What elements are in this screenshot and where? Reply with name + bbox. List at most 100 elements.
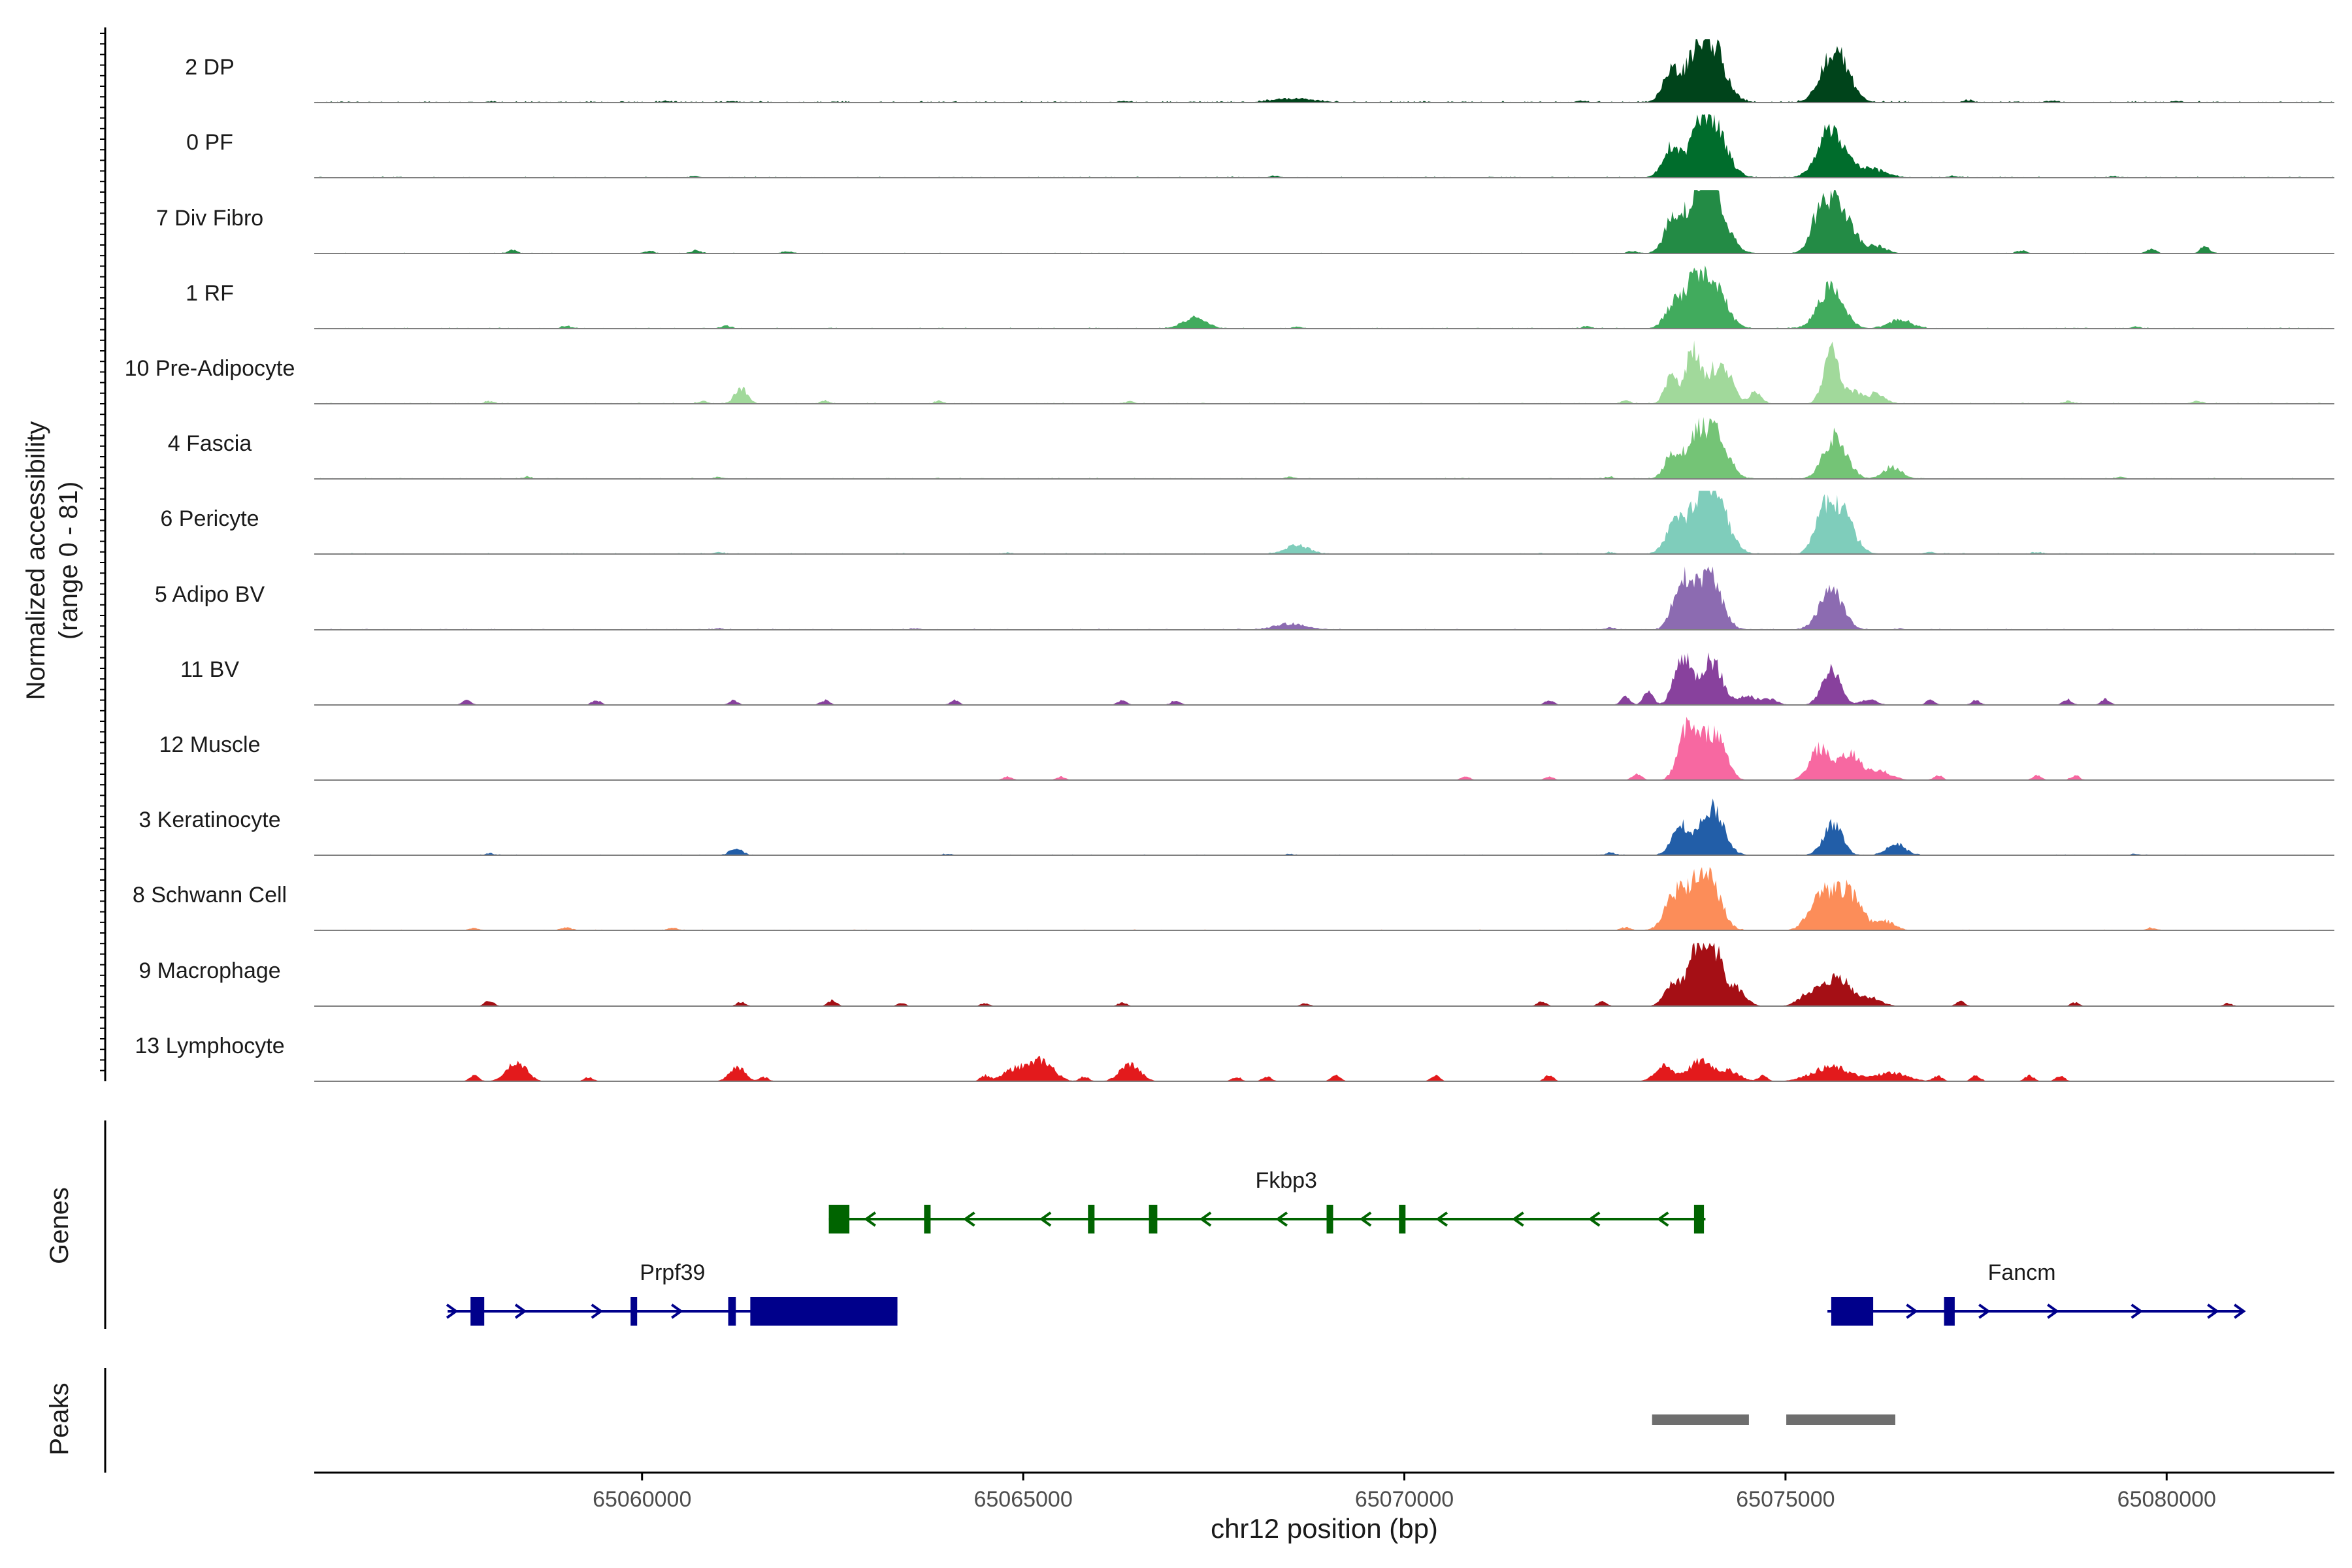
x-tick-label: 65060000 — [593, 1487, 691, 1512]
track-13-lymphocyte: 13 Lymphocyte — [135, 1034, 2334, 1082]
track-area-0-pf — [314, 114, 2334, 178]
x-axis-ticks: 65060000 65065000 65070000 65075000 65080000 — [593, 1473, 2216, 1512]
track-label: 0 PF — [186, 130, 233, 155]
exon — [630, 1297, 638, 1326]
x-tick-label: 65080000 — [2117, 1487, 2216, 1512]
track-area-13-lymphocyte — [314, 1056, 2334, 1081]
track-label: 12 Muscle — [159, 732, 261, 757]
gene-label: Prpf39 — [640, 1260, 705, 1285]
track-12-muscle: 12 Muscle — [159, 717, 2334, 781]
exon — [1149, 1205, 1158, 1233]
track-area-12-muscle — [314, 717, 2334, 780]
x-tick-label: 65075000 — [1736, 1487, 1835, 1512]
track-2-dp: 2 DP — [185, 39, 2334, 103]
exon — [470, 1297, 485, 1326]
strand-arrow — [1039, 1211, 1052, 1227]
strand-arrow — [1656, 1211, 1669, 1227]
strand-arrow — [2047, 1303, 2059, 1319]
track-label: 1 RF — [186, 281, 234, 306]
track-label: 4 Fascia — [168, 431, 252, 456]
coverage-tracks: 2 DP 0 PF 7 Div Fibro 1 RF 10 Pre-Adipocyte 4… — [125, 39, 2334, 1082]
strand-arrow — [1359, 1211, 1372, 1227]
exon — [1831, 1297, 1874, 1326]
track-area-1-rf — [314, 265, 2334, 329]
strand-arrow — [963, 1211, 975, 1227]
track-7-div-fibro: 7 Div Fibro — [156, 190, 2334, 254]
strand-arrow — [671, 1303, 683, 1319]
track-area-10-pre-adipocyte — [314, 340, 2334, 404]
track-4-fascia: 4 Fascia — [168, 417, 2334, 480]
track-10-pre-adipocyte: 10 Pre-Adipocyte — [125, 340, 2334, 404]
strand-arrow — [864, 1211, 876, 1227]
track-area-8-schwann-cell — [314, 867, 2334, 930]
track-1-rf: 1 RF — [186, 265, 2334, 329]
track-label: 2 DP — [185, 55, 235, 80]
peak-region — [1786, 1414, 1895, 1425]
track-0-pf: 0 PF — [186, 114, 2334, 178]
gene-label: Fancm — [1988, 1260, 2056, 1285]
track-9-macrophage: 9 Macrophage — [139, 943, 2334, 1007]
track-label: 8 Schwann Cell — [133, 883, 287, 907]
track-8-schwann-cell: 8 Schwann Cell — [133, 867, 2334, 931]
genes-panel: Fkbp3 Prpf39 Fancm — [446, 1168, 2246, 1326]
track-area-6-pericyte — [314, 491, 2334, 554]
exon — [828, 1205, 850, 1233]
exon — [1944, 1297, 1955, 1326]
gene-label: Fkbp3 — [1255, 1168, 1317, 1193]
x-axis-title: chr12 position (bp) — [1211, 1513, 1438, 1544]
track-label: 5 Adipo BV — [155, 582, 265, 607]
exon — [1399, 1205, 1406, 1233]
strand-arrow — [1906, 1303, 1918, 1319]
exon — [1088, 1205, 1095, 1233]
gene-fancm: Fancm — [1827, 1260, 2246, 1326]
track-label: 11 BV — [180, 657, 239, 682]
strand-arrow — [2131, 1303, 2144, 1319]
strand-arrow — [2207, 1303, 2219, 1319]
track-area-9-macrophage — [314, 943, 2334, 1006]
peaks-panel — [1652, 1414, 1895, 1425]
x-tick-label: 65065000 — [973, 1487, 1072, 1512]
strand-arrow — [1199, 1211, 1212, 1227]
strand-arrow — [591, 1303, 604, 1319]
gene-prpf39: Prpf39 — [446, 1260, 898, 1326]
track-label: 6 Pericyte — [160, 506, 259, 531]
exon — [1693, 1205, 1705, 1233]
track-11-bv: 11 BV — [180, 652, 2334, 706]
y-axis-title-line1: Normalized accessibility — [22, 421, 50, 700]
track-label: 10 Pre-Adipocyte — [125, 356, 295, 381]
exon — [924, 1205, 931, 1233]
exon — [728, 1297, 736, 1326]
strand-arrow — [1978, 1303, 1991, 1319]
strand-arrow — [514, 1303, 527, 1319]
track-area-5-adipo-bv — [314, 566, 2334, 630]
y-axis-title-line2: (range 0 - 81) — [54, 482, 83, 640]
track-3-keratinocyte: 3 Keratinocyte — [139, 798, 2334, 856]
x-tick-label: 65070000 — [1355, 1487, 1454, 1512]
genes-panel-label: Genes — [45, 1187, 74, 1264]
strand-arrow — [1435, 1211, 1448, 1227]
track-6-pericyte: 6 Pericyte — [160, 491, 2334, 555]
track-label: 7 Div Fibro — [156, 206, 263, 231]
track-area-3-keratinocyte — [314, 798, 2334, 855]
track-label: 3 Keratinocyte — [139, 808, 280, 832]
track-area-4-fascia — [314, 417, 2334, 479]
gene-fkbp3: Fkbp3 — [828, 1168, 1706, 1233]
peaks-panel-label: Peaks — [45, 1382, 74, 1455]
track-area-2-dp — [314, 39, 2334, 103]
y-axis-ticks — [100, 33, 105, 1071]
track-label: 13 Lymphocyte — [135, 1034, 284, 1058]
track-area-7-div-fibro — [314, 190, 2334, 253]
track-label: 9 Macrophage — [139, 958, 280, 983]
strand-arrow — [446, 1303, 459, 1319]
exon — [750, 1297, 898, 1326]
exon — [1326, 1205, 1333, 1233]
strand-arrow — [1275, 1211, 1288, 1227]
y-axis-title: Normalized accessibility (range 0 - 81) — [22, 421, 83, 700]
strand-arrow — [1588, 1211, 1601, 1227]
track-5-adipo-bv: 5 Adipo BV — [155, 566, 2334, 630]
track-area-11-bv — [314, 652, 2334, 705]
strand-arrow — [2233, 1303, 2246, 1319]
strand-arrow — [1512, 1211, 1524, 1227]
peak-region — [1652, 1414, 1749, 1425]
